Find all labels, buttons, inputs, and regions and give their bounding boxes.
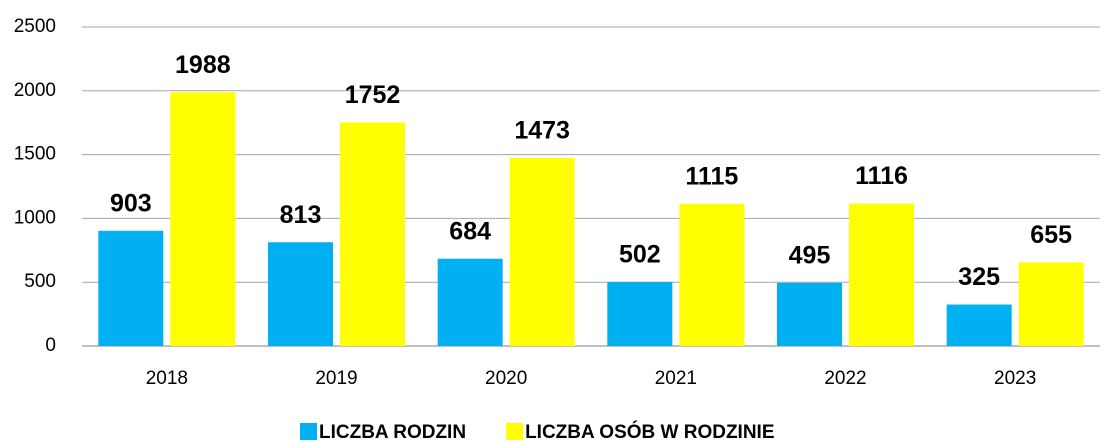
data-label: 813 [280, 201, 322, 229]
y-tick-label: 1500 [14, 144, 56, 165]
y-tick-label: 500 [24, 271, 56, 292]
x-tick-label: 2020 [485, 368, 527, 389]
bar [509, 158, 575, 346]
bar [777, 282, 842, 346]
x-tick-label: 2022 [824, 368, 866, 389]
bar [268, 242, 333, 346]
bar [849, 203, 914, 346]
data-label: 1116 [855, 162, 908, 190]
data-label: 502 [619, 241, 661, 269]
bar [679, 203, 745, 346]
data-label: 1752 [345, 81, 401, 109]
x-tick-label: 2019 [315, 368, 357, 389]
data-label: 655 [1030, 221, 1072, 249]
legend-swatch [506, 423, 524, 440]
data-label: 495 [789, 241, 831, 269]
y-tick-label: 1000 [14, 207, 56, 228]
data-label: 1988 [175, 51, 231, 79]
bar [98, 230, 164, 346]
x-tick-label: 2023 [994, 368, 1036, 389]
x-tick-label: 2018 [146, 368, 188, 389]
legend-label: LICZBA RODZIN [319, 422, 466, 442]
bar [946, 304, 1012, 346]
bar [437, 258, 503, 346]
y-tick-label: 0 [45, 335, 56, 356]
legend-swatch [300, 423, 317, 440]
legend-label: LICZBA OSÓB W RODZINIE [525, 421, 774, 442]
data-label: 684 [449, 217, 491, 245]
data-label: 1115 [685, 162, 738, 190]
data-label: 903 [110, 189, 152, 217]
data-label: 1473 [514, 117, 570, 145]
x-tick-label: 2021 [655, 368, 697, 389]
bar [1018, 262, 1084, 346]
data-label: 325 [958, 263, 1000, 291]
y-tick-label: 2500 [14, 16, 56, 37]
bar [170, 92, 236, 346]
bar [607, 281, 673, 346]
bar [340, 122, 405, 347]
y-tick-label: 2000 [14, 80, 56, 101]
